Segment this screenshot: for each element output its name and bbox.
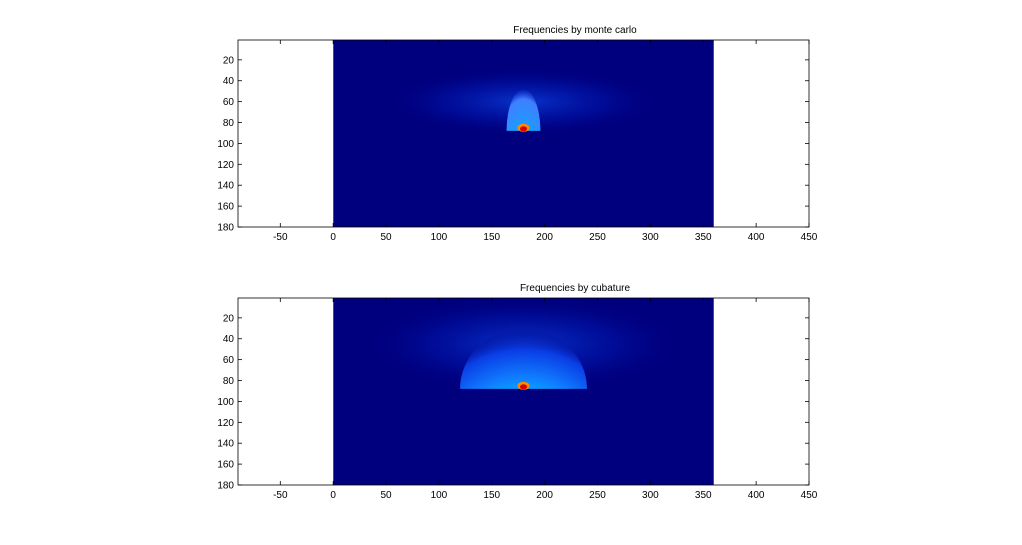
x-tick-label: 250 bbox=[589, 490, 606, 501]
x-tick-label: -50 bbox=[273, 490, 288, 501]
y-tick-label: 180 bbox=[217, 223, 234, 234]
heatmap-halo bbox=[506, 89, 541, 131]
y-tick-label: 60 bbox=[223, 355, 235, 366]
axes-box bbox=[237, 39, 810, 228]
y-tick-label: 160 bbox=[217, 202, 234, 213]
y-tick-label: 80 bbox=[223, 376, 235, 387]
heatmap-peak bbox=[520, 126, 527, 132]
x-tick-label: 350 bbox=[695, 490, 712, 501]
x-tick-label: 200 bbox=[536, 232, 553, 243]
x-tick-label: 300 bbox=[642, 232, 659, 243]
x-tick-label: 300 bbox=[642, 490, 659, 501]
heatmap-peak bbox=[520, 384, 527, 390]
y-tick-label: 120 bbox=[217, 418, 234, 429]
y-tick-label: 100 bbox=[217, 139, 234, 150]
x-tick-label: 100 bbox=[431, 232, 448, 243]
y-tick-label: 120 bbox=[217, 160, 234, 171]
y-tick-label: 100 bbox=[217, 397, 234, 408]
x-tick-label: 450 bbox=[801, 490, 818, 501]
y-tick-label: 40 bbox=[223, 334, 235, 345]
x-tick-label: 150 bbox=[483, 232, 500, 243]
axes-box bbox=[237, 297, 810, 486]
y-tick-label: 180 bbox=[217, 481, 234, 492]
y-tick-label: 60 bbox=[223, 97, 235, 108]
heatmap-image bbox=[333, 298, 714, 485]
y-tick-label: 40 bbox=[223, 76, 235, 87]
y-tick-label: 80 bbox=[223, 118, 235, 129]
heatmap-halo bbox=[460, 328, 587, 389]
chart-title: Frequencies by monte carlo bbox=[513, 25, 637, 36]
chart-cubature: Frequencies by cubature -50 0 50 100 150 200 2… bbox=[217, 283, 817, 501]
x-tick-label: 150 bbox=[483, 490, 500, 501]
x-tick-label: -50 bbox=[273, 232, 288, 243]
chart-title: Frequencies by cubature bbox=[520, 283, 631, 294]
x-tick-label: 350 bbox=[695, 232, 712, 243]
x-tick-label: 0 bbox=[330, 490, 336, 501]
chart-monte-carlo: Frequencies by monte carlo -50 0 50 100 150 2… bbox=[217, 25, 817, 243]
y-tick-label: 20 bbox=[223, 55, 235, 66]
y-tick-label: 140 bbox=[217, 439, 234, 450]
y-tick-label: 160 bbox=[217, 460, 234, 471]
x-tick-label: 0 bbox=[330, 232, 336, 243]
y-tick-label: 20 bbox=[223, 313, 235, 324]
x-tick-label: 50 bbox=[380, 232, 392, 243]
x-tick-label: 400 bbox=[748, 232, 765, 243]
x-tick-label: 450 bbox=[801, 232, 818, 243]
y-tick-label: 140 bbox=[217, 181, 234, 192]
x-tick-label: 400 bbox=[748, 490, 765, 501]
x-tick-label: 100 bbox=[431, 490, 448, 501]
heatmap-image bbox=[333, 40, 714, 227]
x-tick-label: 50 bbox=[380, 490, 392, 501]
x-tick-label: 200 bbox=[536, 490, 553, 501]
x-tick-label: 250 bbox=[589, 232, 606, 243]
